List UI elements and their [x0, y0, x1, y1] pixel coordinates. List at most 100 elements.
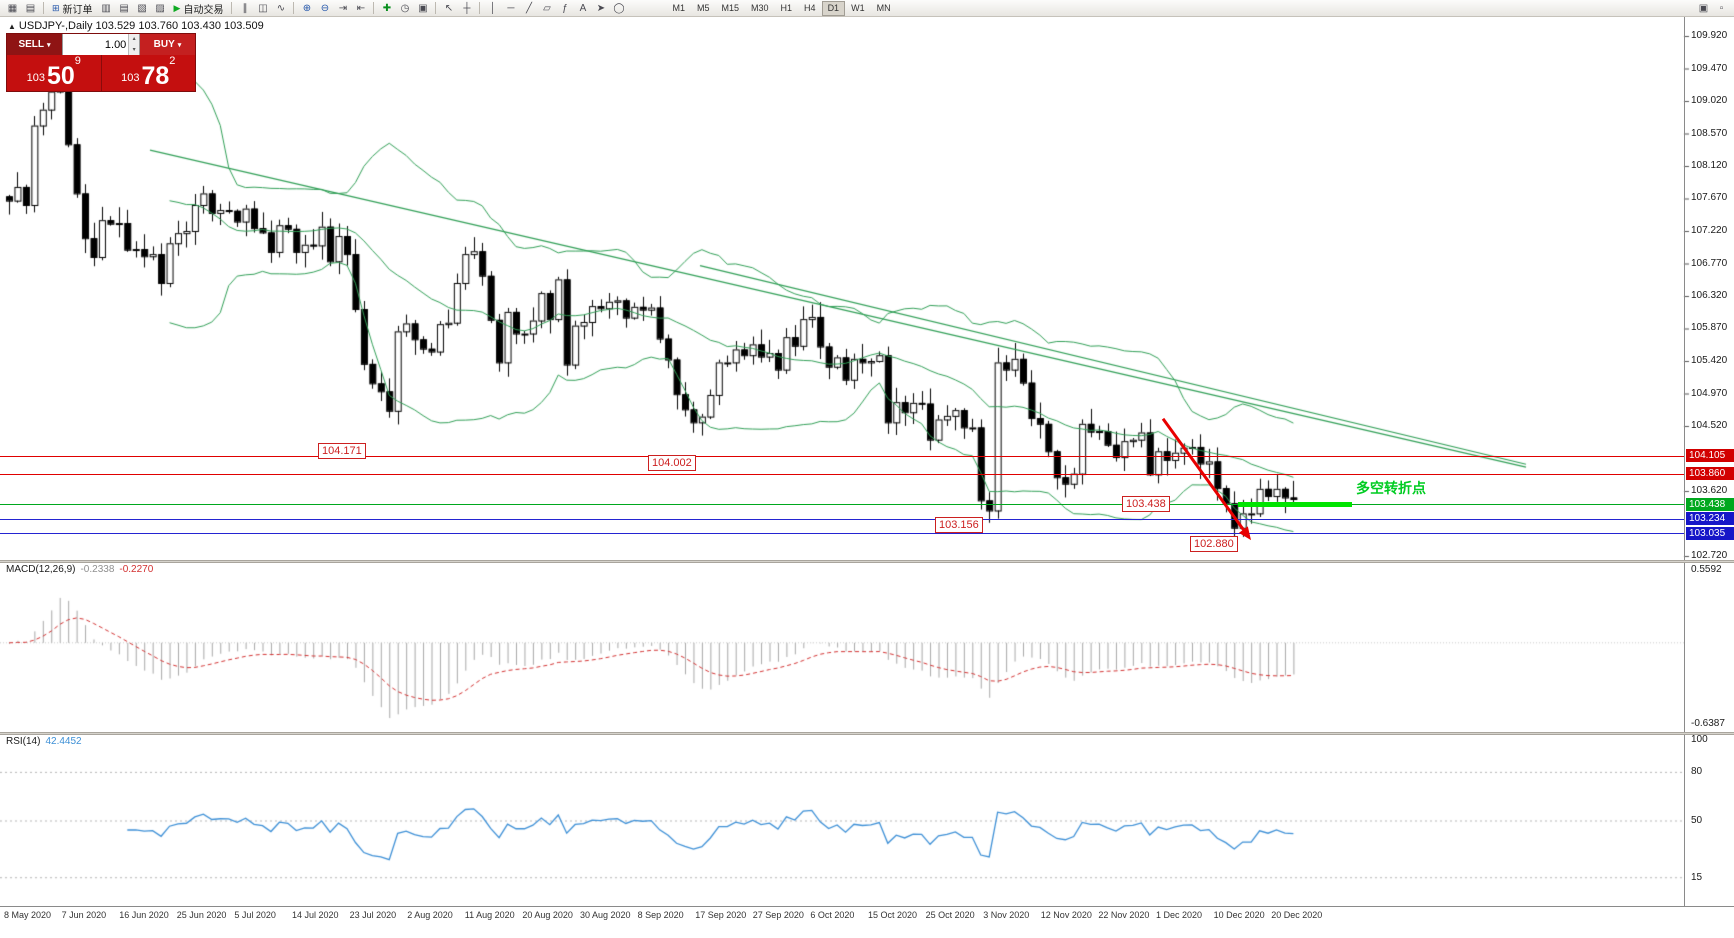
date-axis-label: 25 Oct 2020 [925, 910, 975, 920]
volume-down-icon[interactable]: ▾ [129, 44, 139, 55]
horizontal-line[interactable] [0, 533, 1684, 534]
shapes-tool-icon[interactable]: ◯ [613, 2, 625, 14]
price-level-label[interactable]: 104.171 [318, 443, 366, 459]
buy-price-button[interactable]: 103 78 2 [102, 55, 196, 91]
sell-button[interactable]: SELL ▾ [7, 34, 62, 55]
market-watch-icon[interactable]: ▥ [101, 2, 111, 14]
timeframe-button-h4[interactable]: H4 [798, 1, 822, 16]
arrows-tool-icon[interactable]: ➤ [596, 2, 606, 14]
line-chart-icon[interactable]: ∿ [276, 2, 286, 14]
price-scale-label: 107.670 [1691, 192, 1728, 203]
horizontal-line[interactable] [0, 504, 1684, 505]
timeframe-button-w1[interactable]: W1 [845, 1, 871, 16]
bar-chart-icon[interactable]: ∥ [242, 2, 248, 14]
timeframe-button-d1[interactable]: D1 [821, 0, 846, 16]
volume-spinner: ▴ ▾ [128, 34, 139, 55]
trendline-icon[interactable]: ╱ [525, 2, 532, 14]
rsi-scale-label: 50 [1691, 815, 1703, 826]
price-scale-label: 108.120 [1691, 160, 1728, 171]
sell-price-prefix: 103 [26, 72, 45, 84]
price-level-label[interactable]: 104.002 [648, 455, 696, 471]
buy-button[interactable]: BUY ▾ [140, 34, 195, 55]
buy-label: BUY [153, 39, 175, 50]
panel-separator[interactable] [0, 732, 1734, 735]
timeframe-button-mn[interactable]: MN [871, 1, 897, 16]
date-axis-label: 10 Dec 2020 [1213, 910, 1265, 920]
cursor-icon[interactable]: ↖ [444, 2, 454, 14]
chart-title: ▲ USDJPY-,Daily 103.529 103.760 103.430 1… [8, 20, 264, 32]
price-scale-label: 102.720 [1691, 550, 1728, 561]
support-highlight-segment[interactable] [1238, 502, 1352, 507]
one-click-trading-panel: SELL ▾ ▴ ▾ BUY ▾ 103 50 9 103 [6, 33, 196, 92]
periods-icon[interactable]: ◷ [400, 2, 410, 14]
price-level-label[interactable]: 103.438 [1122, 496, 1170, 512]
auto-scroll-icon[interactable]: ⇥ [338, 2, 348, 14]
date-axis-label: 5 Jul 2020 [234, 910, 276, 920]
macd-signal-value: -0.2270 [119, 564, 154, 575]
zoom-out-icon[interactable]: ⊖ [320, 2, 330, 14]
price-level-label[interactable]: 102.880 [1190, 536, 1238, 552]
chart-canvas[interactable] [0, 17, 1734, 938]
dock-icon[interactable]: ▫ [1719, 2, 1724, 14]
channel-icon[interactable]: ▱ [543, 2, 551, 14]
trade-panel-prices: 103 50 9 103 78 2 [7, 55, 195, 91]
price-scale-label: 106.770 [1691, 258, 1728, 269]
price-tag: 103.234 [1686, 512, 1734, 525]
date-axis-label: 20 Dec 2020 [1271, 910, 1323, 920]
new-chart-icon[interactable]: ▦ [7, 2, 18, 14]
date-axis-label: 30 Aug 2020 [580, 910, 631, 920]
zoom-in-icon[interactable]: ⊕ [302, 2, 312, 14]
fibonacci-icon[interactable]: ƒ [562, 2, 568, 14]
templates-icon[interactable]: ▣ [418, 2, 428, 14]
sell-price-button[interactable]: 103 50 9 [7, 55, 102, 91]
price-tag: 104.105 [1686, 449, 1734, 462]
date-axis-label: 23 Jul 2020 [349, 910, 397, 920]
horizontal-line[interactable] [0, 519, 1684, 520]
indicators-icon[interactable]: ✚ [382, 2, 392, 14]
date-axis-label: 16 Jun 2020 [119, 910, 169, 920]
autotrading-button[interactable]: ▶ 自动交易 [170, 1, 228, 16]
price-level-label[interactable]: 103.156 [935, 517, 983, 533]
tile-windows-icon[interactable]: ▣ [1698, 2, 1709, 14]
buy-price-big: 78 [141, 61, 170, 90]
price-tag: 103.035 [1686, 527, 1734, 540]
trade-panel-controls: SELL ▾ ▴ ▾ BUY ▾ [7, 34, 195, 55]
price-scale-label: 104.520 [1691, 420, 1728, 431]
timeframe-button-m1[interactable]: M1 [666, 1, 691, 16]
rsi-scale-label: 100 [1691, 734, 1708, 745]
date-axis-label: 11 Aug 2020 [464, 910, 515, 920]
crosshair-icon[interactable]: ┼ [463, 2, 471, 14]
chart-shift-icon[interactable]: ⇤ [356, 2, 366, 14]
navigator-icon[interactable]: ▧ [137, 2, 147, 14]
horizontal-line-icon[interactable]: ─ [507, 2, 515, 14]
vertical-line-icon[interactable]: │ [489, 2, 497, 14]
panel-separator[interactable] [0, 560, 1734, 563]
timeframe-button-m5[interactable]: M5 [691, 1, 716, 16]
data-window-icon[interactable]: ▤ [119, 2, 129, 14]
new-order-button[interactable]: ⊞ 新订单 [48, 1, 97, 16]
macd-label: MACD(12,26,9) -0.2338 -0.2270 [6, 564, 153, 575]
date-axis-label: 2 Aug 2020 [407, 910, 453, 920]
candlestick-chart-icon[interactable]: ◫ [258, 2, 268, 14]
sell-price-sup: 9 [74, 55, 81, 67]
horizontal-line[interactable] [0, 456, 1684, 457]
text-tool-icon[interactable]: A [579, 2, 587, 14]
date-axis-label: 8 May 2020 [4, 910, 52, 920]
terminal-icon[interactable]: ▨ [155, 2, 165, 14]
profiles-icon[interactable]: ▤ [25, 2, 36, 14]
sell-price-big: 50 [46, 61, 75, 90]
date-axis-label: 25 Jun 2020 [176, 910, 227, 920]
rsi-name: RSI(14) [6, 736, 41, 747]
horizontal-line[interactable] [0, 474, 1684, 475]
sell-caret-icon: ▾ [47, 41, 51, 49]
volume-up-icon[interactable]: ▴ [129, 34, 139, 45]
toolbar-separator [435, 2, 437, 14]
price-scale-label: 108.570 [1691, 128, 1728, 139]
volume-input[interactable] [63, 34, 129, 55]
annotation-text[interactable]: 多空转折点 [1356, 480, 1426, 496]
timeframe-button-h1[interactable]: H1 [775, 1, 799, 16]
date-axis-label: 20 Aug 2020 [522, 910, 573, 920]
timeframe-button-m30[interactable]: M30 [745, 1, 775, 16]
timeframe-button-m15[interactable]: M15 [716, 1, 746, 16]
date-axis-label: 27 Sep 2020 [752, 910, 804, 920]
